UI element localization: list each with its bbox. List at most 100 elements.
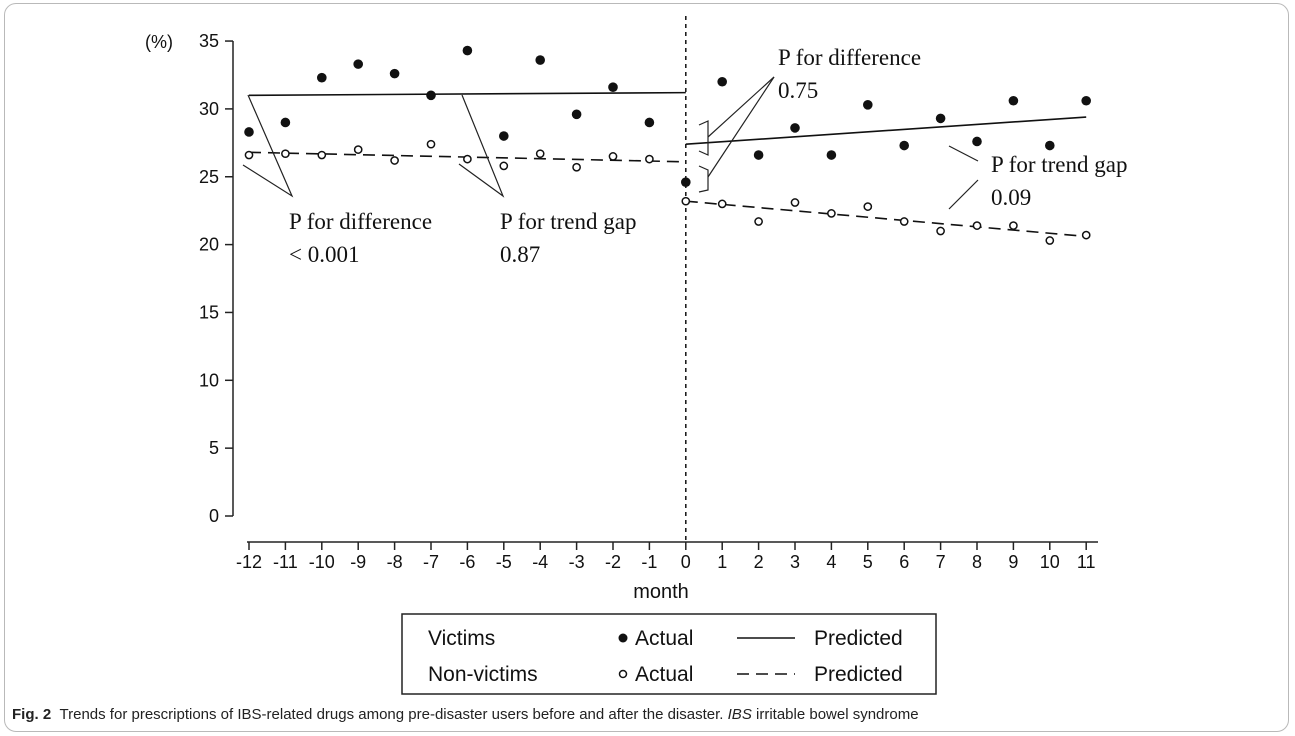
nonvictims-actual-point	[899, 217, 909, 226]
x-tick-label: -1	[641, 552, 657, 572]
x-tick-label: 9	[1008, 552, 1018, 572]
post-diff-line1: P for difference	[778, 45, 921, 70]
y-tick-label: 10	[199, 370, 219, 390]
caption-label: Fig. 2	[12, 706, 52, 723]
victims-actual-point	[790, 123, 800, 133]
pre-diff-line2: < 0.001	[289, 242, 359, 267]
post-diff-leader-b	[707, 76, 775, 178]
legend-victims-label: Victims	[428, 627, 495, 650]
x-tick-label: 5	[863, 552, 873, 572]
x-tick-label: 6	[899, 552, 909, 572]
nonvictims-actual-point	[281, 149, 290, 159]
victims-actual-point	[571, 109, 582, 120]
nonvictims-actual-point	[353, 145, 363, 154]
y-axis-unit: (%)	[145, 32, 173, 52]
victims-actual-point	[462, 45, 473, 56]
x-tick-label: 8	[972, 552, 982, 572]
x-tick-label: 0	[681, 552, 691, 572]
victims-actual-point	[863, 100, 873, 110]
nonvictims-actual-point	[390, 156, 399, 165]
nonvictims-actual-point	[1009, 221, 1018, 230]
post-diff-bracket	[698, 120, 709, 156]
legend-nonvictims-actual-marker	[618, 669, 628, 679]
x-ticks: -12 -11 -10 -9 -8 -7 -6 -5 -4 -3 -2 -1 0 1 2 3 4 5 6 7 8 9 10 1…	[236, 542, 1096, 572]
pre-diff-line1: P for difference	[289, 209, 432, 234]
victims-actual-point	[935, 113, 946, 124]
victims-actual-point	[317, 72, 327, 83]
data-points	[244, 45, 1091, 245]
x-tick-label: -2	[605, 552, 621, 572]
caption-text: Trends for prescriptions of IBS-related …	[59, 706, 724, 723]
nonvictims-actual-point	[681, 196, 691, 206]
legend-nonvictims-predicted: Predicted	[814, 663, 903, 686]
x-tick-label: 7	[936, 552, 946, 572]
legend-box	[401, 613, 937, 695]
y-tick-label: 15	[199, 302, 219, 322]
pre-trend-line1: P for trend gap	[500, 209, 636, 234]
x-tick-label: -6	[459, 552, 475, 572]
victims-actual-point	[899, 140, 909, 151]
victims-actual-point	[499, 131, 509, 141]
victims-actual-point	[826, 150, 837, 160]
nonvictims-actual-point	[535, 149, 545, 159]
victims-actual-point	[1008, 95, 1019, 106]
x-tick-label: -4	[532, 552, 548, 572]
victims-actual-point	[535, 55, 545, 65]
annotation-leaders	[242, 76, 979, 210]
x-tick-label: 2	[754, 552, 764, 572]
x-tick-label: -7	[423, 552, 439, 572]
legend-victims-actual-marker	[618, 633, 628, 643]
legend-victims-predicted: Predicted	[814, 627, 903, 650]
post-trend-leader-a	[948, 145, 979, 162]
x-tick-label: -5	[496, 552, 512, 572]
post-diff-line2: 0.75	[778, 78, 818, 103]
predicted-line-segment	[685, 200, 1087, 238]
victims-actual-point	[608, 82, 618, 92]
pre-trend-leader	[458, 94, 505, 198]
nonvictims-actual-point	[572, 162, 581, 172]
legend-victims-actual: Actual	[635, 627, 693, 650]
x-tick-label: 1	[717, 552, 727, 572]
pre-trend-line2: 0.87	[500, 242, 540, 267]
victims-actual-point	[753, 150, 764, 160]
x-tick-label: -9	[350, 552, 366, 572]
nonvictims-actual-point	[863, 202, 873, 211]
victims-actual-point	[1045, 140, 1055, 151]
nonvictims-actual-point	[463, 154, 472, 164]
nonvictims-actual-point	[1045, 236, 1055, 245]
victims-actual-point	[244, 127, 254, 137]
nonvictims-actual-point	[317, 150, 327, 160]
post-trend-line1: P for trend gap	[991, 152, 1127, 177]
legend-nonvictims-actual: Actual	[635, 663, 693, 686]
legend-nonvictims-label: Non-victims	[428, 663, 538, 686]
post-trend-line2: 0.09	[991, 185, 1031, 210]
y-tick-label: 35	[199, 31, 219, 51]
y-tick-label: 20	[199, 235, 219, 255]
nonvictims-actual-point	[499, 161, 509, 171]
nonvictims-actual-point	[827, 209, 836, 218]
nonvictims-actual-point	[717, 199, 727, 209]
figure-caption: Fig. 2 Trends for prescriptions of IBS-r…	[12, 706, 1282, 723]
x-tick-label: 4	[826, 552, 836, 572]
x-tick-label: 10	[1040, 552, 1060, 572]
victims-actual-point	[353, 59, 364, 69]
x-tick-label: -12	[236, 552, 262, 572]
y-tick-label: 5	[209, 438, 219, 458]
victims-actual-point	[644, 117, 655, 128]
predicted-line-segment	[685, 116, 1087, 145]
x-tick-label: 3	[790, 552, 800, 572]
victims-actual-point	[389, 68, 400, 79]
x-tick-label: -3	[569, 552, 585, 572]
pre-diff-leader	[242, 94, 294, 198]
nonvictims-actual-point	[754, 217, 763, 226]
post-diff-bracket-2	[698, 165, 709, 193]
nonvictims-actual-point	[426, 139, 436, 149]
caption-abbr: IBS	[727, 706, 752, 723]
y-tick-label: 30	[199, 99, 219, 119]
caption-abbr-def: irritable bowel syndrome	[756, 706, 919, 723]
victims-actual-point	[717, 76, 727, 87]
nonvictims-actual-point	[244, 150, 254, 160]
x-tick-label: -10	[309, 552, 335, 572]
victims-actual-point	[681, 177, 691, 187]
